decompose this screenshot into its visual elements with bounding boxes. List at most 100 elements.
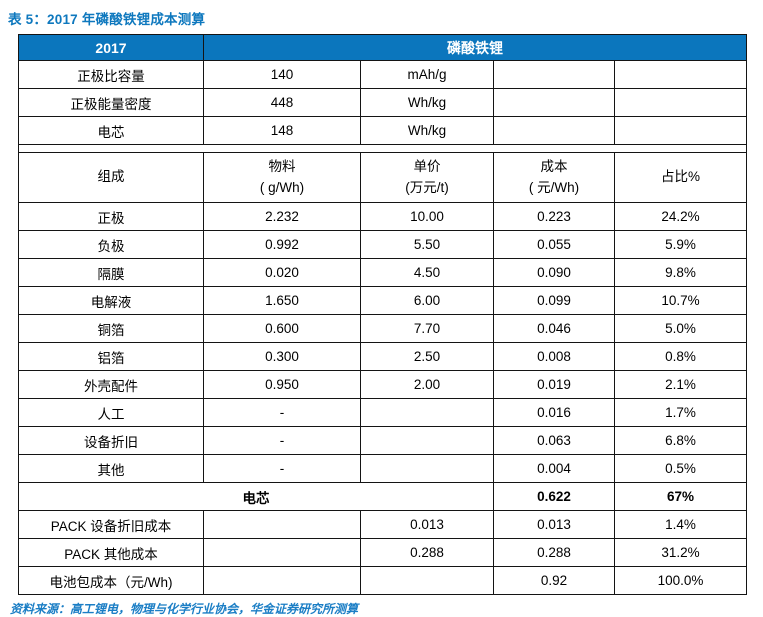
empty-cell [493,116,615,145]
cell-subtotal-label: 电芯 [18,482,494,511]
pack-price: 0.013 [360,510,494,539]
report-page: 表 5：2017 年磷酸铁锂成本测算 2017 磷酸铁锂 正极比容量 140 m… [0,8,763,616]
component-cost: 0.016 [493,398,615,427]
pack-row: PACK 其他成本 0.288 0.288 31.2% [18,538,747,567]
empty-cell [614,88,747,117]
component-material: 0.300 [203,342,361,371]
cost-table: 2017 磷酸铁锂 正极比容量 140 mAh/g 正极能量密度 448 Wh/… [18,34,747,595]
component-share: 0.8% [614,342,747,371]
component-row: 设备折旧 - 0.063 6.8% [18,426,747,455]
col-header-material-line1: 物料 [268,159,296,175]
empty-cell [360,566,494,595]
component-name: 电解液 [18,286,204,315]
component-share: 5.9% [614,230,747,259]
pack-row: PACK 设备折旧成本 0.013 0.013 1.4% [18,510,747,539]
component-price: 5.50 [360,230,494,259]
component-material: 0.950 [203,370,361,399]
component-material: 1.650 [203,286,361,315]
table-title: 表 5：2017 年磷酸铁锂成本测算 [8,12,206,27]
pack-price: 0.288 [360,538,494,567]
col-header-cost-line1: 成本 [540,159,568,175]
component-row: 铜箔 0.600 7.70 0.046 5.0% [18,314,747,343]
component-row: 电解液 1.650 6.00 0.099 10.7% [18,286,747,315]
component-share: 0.5% [614,454,747,483]
component-cost: 0.055 [493,230,615,259]
component-material: - [203,398,361,427]
col-header-price-line2: (万元/t) [405,179,449,195]
component-share: 2.1% [614,370,747,399]
pack-name: PACK 设备折旧成本 [18,510,204,539]
empty-cell [493,60,615,89]
component-name: 人工 [18,398,204,427]
empty-cell [203,510,361,539]
component-name: 其他 [18,454,204,483]
cell-subtotal-cost: 0.622 [493,482,615,511]
col-header-cost: 成本 ( 元/Wh) [493,152,615,203]
spacer-cell [18,144,747,153]
cell-subtotal-share: 67% [614,482,747,511]
component-row: 人工 - 0.016 1.7% [18,398,747,427]
pack-total-label: 电池包成本（元/Wh) [18,566,204,595]
component-price: 10.00 [360,202,494,231]
component-cost: 0.223 [493,202,615,231]
component-name: 铜箔 [18,314,204,343]
component-price: 2.00 [360,370,494,399]
component-share: 10.7% [614,286,747,315]
component-material: 2.232 [203,202,361,231]
component-share: 6.8% [614,426,747,455]
component-name: 铝箔 [18,342,204,371]
col-header-cost-line2: ( 元/Wh) [528,179,580,195]
header-year-cell: 2017 [18,34,204,61]
empty-cell [614,116,747,145]
component-cost: 0.046 [493,314,615,343]
component-row: 铝箔 0.300 2.50 0.008 0.8% [18,342,747,371]
spec-unit: mAh/g [360,60,494,89]
component-share: 24.2% [614,202,747,231]
component-material: - [203,426,361,455]
component-material: 0.992 [203,230,361,259]
pack-name: PACK 其他成本 [18,538,204,567]
spec-row: 电芯 148 Wh/kg [18,116,747,145]
source-note: 资料来源：高工锂电，物理与化学行业协会，华金证券研究所测算 [10,602,359,616]
component-cost: 0.004 [493,454,615,483]
pack-total-cost: 0.92 [493,566,615,595]
header-product-cell: 磷酸铁锂 [203,34,747,61]
component-name: 隔膜 [18,258,204,287]
pack-total-row: 电池包成本（元/Wh) 0.92 100.0% [18,566,747,595]
spec-value: 148 [203,116,361,145]
empty-cell [203,538,361,567]
spec-unit: Wh/kg [360,116,494,145]
component-material: 0.600 [203,314,361,343]
component-row: 正极 2.232 10.00 0.223 24.2% [18,202,747,231]
component-name: 负极 [18,230,204,259]
spec-row: 正极能量密度 448 Wh/kg [18,88,747,117]
component-material: 0.020 [203,258,361,287]
component-material: - [203,454,361,483]
pack-cost: 0.288 [493,538,615,567]
empty-cell [493,88,615,117]
empty-cell [614,60,747,89]
spec-row: 正极比容量 140 mAh/g [18,60,747,89]
component-price [360,426,494,455]
component-share: 5.0% [614,314,747,343]
pack-total-share: 100.0% [614,566,747,595]
pack-share: 31.2% [614,538,747,567]
col-header-composition: 组成 [18,152,204,203]
component-row: 其他 - 0.004 0.5% [18,454,747,483]
pack-cost: 0.013 [493,510,615,539]
col-header-price-line1: 单价 [413,159,441,175]
component-price [360,398,494,427]
component-share: 1.7% [614,398,747,427]
component-price: 4.50 [360,258,494,287]
component-cost: 0.008 [493,342,615,371]
col-header-price: 单价 (万元/t) [360,152,494,203]
component-cost: 0.063 [493,426,615,455]
spec-label: 电芯 [18,116,204,145]
spec-value: 448 [203,88,361,117]
col-header-share: 占比% [614,152,747,203]
component-row: 负极 0.992 5.50 0.055 5.9% [18,230,747,259]
column-header-row: 组成 物料 ( g/Wh) 单价 (万元/t) 成本 ( 元/Wh) 占比% [18,152,747,203]
component-row: 外壳配件 0.950 2.00 0.019 2.1% [18,370,747,399]
component-cost: 0.090 [493,258,615,287]
component-price: 6.00 [360,286,494,315]
